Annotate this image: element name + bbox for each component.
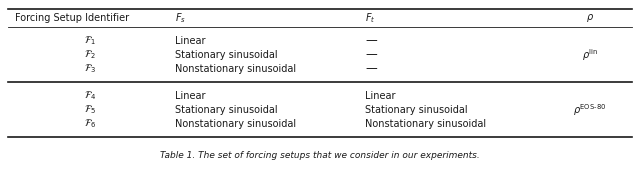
Text: Nonstationary sinusoidal: Nonstationary sinusoidal <box>175 119 296 129</box>
Text: $\mathcal{F}_6$: $\mathcal{F}_6$ <box>84 118 96 130</box>
Text: Linear: Linear <box>175 36 205 46</box>
Text: Nonstationary sinusoidal: Nonstationary sinusoidal <box>175 64 296 74</box>
Text: Forcing Setup Identifier: Forcing Setup Identifier <box>15 13 129 23</box>
Text: $\rho^{\mathrm{EOS\text{-}80}}$: $\rho^{\mathrm{EOS\text{-}80}}$ <box>573 102 607 118</box>
Text: $\mathcal{F}_4$: $\mathcal{F}_4$ <box>84 90 96 102</box>
Text: $\rho^{\mathrm{lin}}$: $\rho^{\mathrm{lin}}$ <box>582 47 598 63</box>
Text: Linear: Linear <box>175 91 205 101</box>
Text: —: — <box>365 49 377 61</box>
Text: Table 1. The set of forcing setups that we consider in our experiments.: Table 1. The set of forcing setups that … <box>160 151 480 160</box>
Text: $\mathcal{F}_1$: $\mathcal{F}_1$ <box>84 35 96 47</box>
Text: $\mathcal{F}_3$: $\mathcal{F}_3$ <box>84 63 96 75</box>
Text: —: — <box>365 35 377 47</box>
Text: Linear: Linear <box>365 91 396 101</box>
Text: $F_s$: $F_s$ <box>175 11 186 25</box>
Text: Stationary sinusoidal: Stationary sinusoidal <box>365 105 468 115</box>
Text: $\mathcal{F}_5$: $\mathcal{F}_5$ <box>84 104 96 116</box>
Text: Stationary sinusoidal: Stationary sinusoidal <box>175 105 278 115</box>
Text: —: — <box>365 63 377 75</box>
Text: Nonstationary sinusoidal: Nonstationary sinusoidal <box>365 119 486 129</box>
Text: Stationary sinusoidal: Stationary sinusoidal <box>175 50 278 60</box>
Text: $\mathcal{F}_2$: $\mathcal{F}_2$ <box>84 49 96 61</box>
Text: $F_t$: $F_t$ <box>365 11 376 25</box>
Text: $\rho$: $\rho$ <box>586 12 594 24</box>
